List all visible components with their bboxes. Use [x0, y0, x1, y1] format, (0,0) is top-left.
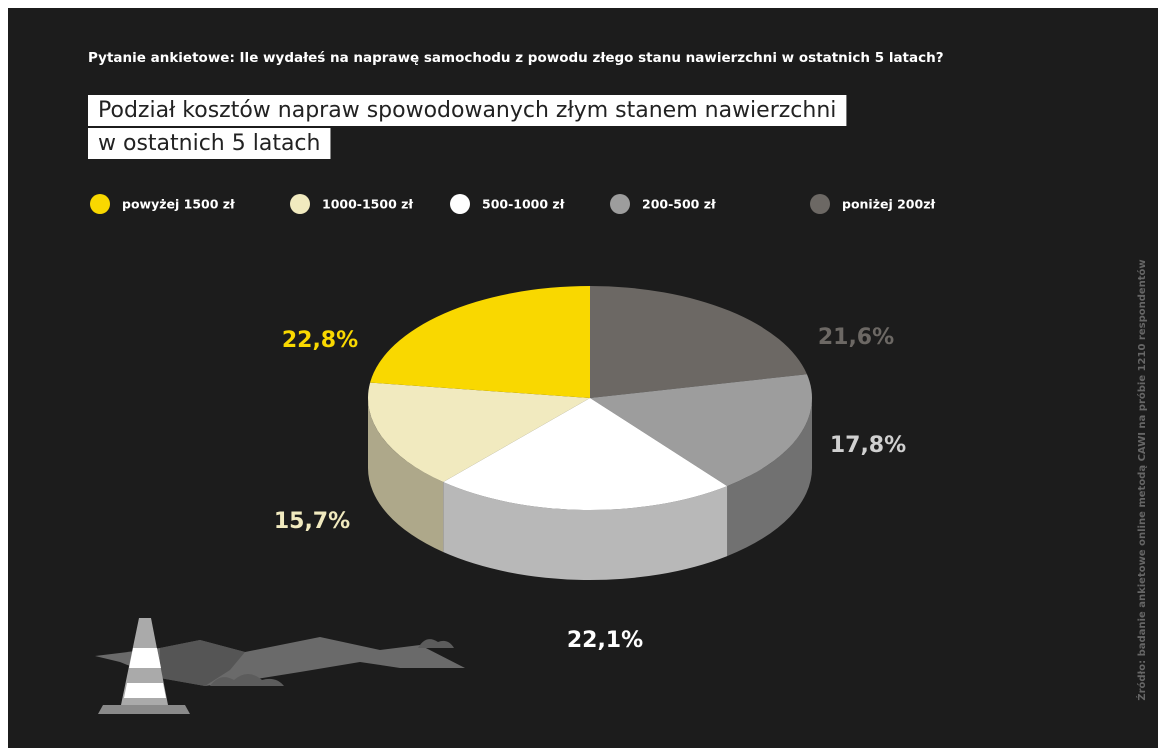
legend-swatch [290, 194, 310, 214]
legend-swatch [90, 194, 110, 214]
legend-swatch [450, 194, 470, 214]
slice-side [368, 398, 444, 553]
legend-label: powyżej 1500 zł [122, 197, 235, 212]
value-label: 17,8% [830, 433, 906, 458]
legend-label: poniżej 200zł [842, 197, 935, 212]
legend-label: 200-500 zł [642, 197, 716, 212]
source: Źródło: badanie ankietowe online metodą … [1135, 259, 1148, 700]
value-label: 21,6% [818, 325, 894, 350]
title-line: Podział kosztów napraw spowodowanych zły… [98, 98, 836, 123]
legend-swatch [810, 194, 830, 214]
value-label: 15,7% [274, 509, 350, 534]
title-box [88, 95, 847, 126]
slice-side [443, 482, 728, 580]
value-label: 22,1% [567, 628, 643, 653]
legend-label: 500-1000 zł [482, 197, 565, 212]
slice [370, 286, 590, 398]
road-decoration [95, 618, 465, 714]
slice [590, 286, 807, 398]
pie [368, 286, 812, 580]
value-label: 22,8% [282, 328, 358, 353]
slice [590, 374, 812, 487]
question: Pytanie ankietowe: Ile wydałeś na napraw… [88, 50, 944, 66]
slice-side [727, 398, 812, 557]
slice [443, 398, 728, 511]
slice [368, 382, 590, 483]
title-box [88, 128, 331, 159]
title-line: w ostatnich 5 latach [98, 131, 320, 156]
legend-swatch [610, 194, 630, 214]
legend-label: 1000-1500 zł [322, 197, 413, 212]
